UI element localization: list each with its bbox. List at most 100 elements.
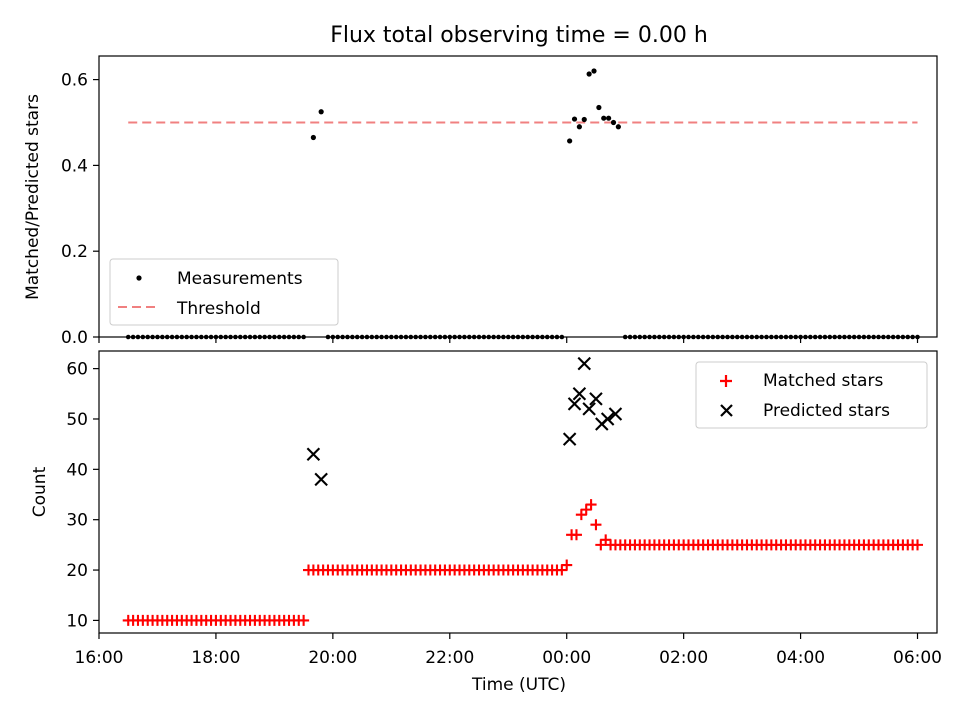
measurement-point bbox=[900, 334, 906, 340]
measurement-point bbox=[596, 104, 602, 111]
top-legend: Measurements Threshold bbox=[109, 258, 339, 326]
measurement-point bbox=[354, 334, 360, 340]
measurement-point bbox=[615, 124, 621, 130]
measurement-point bbox=[837, 334, 842, 340]
matched-point bbox=[912, 539, 924, 551]
measurement-point bbox=[803, 334, 808, 340]
bottom-y-tick-label: 60 bbox=[66, 360, 88, 380]
measurement-point bbox=[885, 334, 891, 340]
matched-point bbox=[575, 509, 587, 521]
measurement-point bbox=[822, 334, 828, 340]
measurement-point bbox=[666, 334, 672, 340]
measurement-point bbox=[418, 334, 423, 340]
measurement-point bbox=[876, 334, 881, 340]
measurement-point bbox=[218, 334, 224, 340]
measurement-point bbox=[622, 334, 628, 340]
measurement-point bbox=[788, 334, 794, 340]
bottom-legend-box bbox=[695, 361, 928, 429]
measurement-point bbox=[847, 334, 852, 340]
measurement-point bbox=[228, 334, 233, 340]
measurement-point bbox=[832, 334, 837, 340]
measurement-point bbox=[586, 71, 592, 77]
bottom-y-tick-label: 40 bbox=[66, 460, 88, 480]
top-y-tick-label: 0.6 bbox=[61, 71, 88, 91]
measurement-point bbox=[179, 334, 185, 340]
measurement-point bbox=[452, 334, 457, 340]
top-legend-box bbox=[109, 258, 339, 326]
measurement-point bbox=[160, 334, 165, 340]
measurement-point bbox=[301, 334, 306, 340]
measurement-point bbox=[812, 334, 818, 340]
legend-measurements-marker bbox=[136, 275, 142, 281]
measurement-point bbox=[610, 119, 617, 126]
measurement-point bbox=[720, 334, 725, 340]
measurement-point bbox=[310, 134, 316, 141]
bottom-x-tick-label: 04:00 bbox=[776, 648, 825, 668]
measurement-point bbox=[125, 334, 131, 340]
measurement-point bbox=[286, 334, 292, 340]
measurement-point bbox=[842, 334, 847, 340]
measurement-point bbox=[827, 334, 833, 340]
matched-point bbox=[590, 519, 602, 531]
measurement-point bbox=[861, 334, 867, 340]
measurement-point bbox=[881, 334, 886, 340]
measurement-point bbox=[184, 334, 189, 340]
measurement-point bbox=[233, 334, 238, 340]
measurement-point bbox=[905, 334, 911, 340]
measurement-point bbox=[895, 334, 901, 340]
legend-measurements-label: Measurements bbox=[177, 269, 303, 289]
measurement-point bbox=[237, 334, 243, 340]
matched-point bbox=[570, 529, 582, 541]
predicted-point bbox=[582, 402, 596, 416]
measurement-point bbox=[471, 334, 477, 340]
measurement-point bbox=[169, 334, 175, 340]
legend-matched-marker bbox=[720, 375, 732, 387]
measurement-point bbox=[505, 334, 511, 340]
predicted-point bbox=[572, 387, 587, 401]
predicted-point bbox=[600, 412, 615, 426]
measurement-point bbox=[691, 334, 696, 340]
measurement-point bbox=[369, 334, 375, 340]
measurement-point bbox=[793, 334, 799, 340]
measurement-point bbox=[437, 334, 443, 340]
measurement-point bbox=[554, 334, 560, 340]
measurement-point bbox=[501, 334, 506, 340]
measurement-point bbox=[601, 115, 607, 121]
measurement-point bbox=[606, 115, 612, 121]
measurement-point bbox=[730, 334, 735, 340]
measurement-point bbox=[247, 334, 253, 340]
measurement-point bbox=[530, 334, 535, 340]
measurement-point bbox=[559, 334, 565, 340]
measurement-point bbox=[155, 334, 160, 340]
matched-point bbox=[298, 614, 310, 626]
measurement-point bbox=[491, 334, 496, 340]
measurement-point bbox=[540, 334, 545, 340]
measurement-point bbox=[783, 334, 789, 340]
bottom-x-tick-label: 00:00 bbox=[542, 648, 591, 668]
measurement-point bbox=[652, 334, 657, 340]
measurement-point bbox=[379, 334, 384, 340]
measurement-point bbox=[866, 334, 872, 340]
bottom-y-tick-label: 10 bbox=[66, 611, 88, 631]
predicted-point bbox=[314, 472, 328, 487]
measurement-point bbox=[739, 334, 745, 340]
measurement-point bbox=[510, 334, 516, 340]
measurement-point bbox=[544, 334, 550, 340]
measurement-point bbox=[769, 334, 774, 340]
legend-matched-label: Matched stars bbox=[763, 371, 883, 391]
measurement-point bbox=[345, 334, 350, 340]
top-y-tick-label: 0.4 bbox=[61, 156, 88, 176]
measurement-point bbox=[408, 334, 414, 340]
measurement-point bbox=[637, 334, 643, 340]
measurement-point bbox=[627, 334, 633, 340]
top-y-axis-label: Matched/Predicted stars bbox=[23, 94, 43, 300]
measurement-point bbox=[773, 334, 779, 340]
predicted-point bbox=[608, 407, 623, 421]
measurement-point bbox=[296, 334, 302, 340]
measurement-point bbox=[549, 334, 555, 340]
measurement-point bbox=[571, 116, 578, 122]
predicted-point bbox=[567, 397, 582, 411]
measurement-point bbox=[145, 334, 151, 340]
measurement-point bbox=[150, 334, 155, 340]
measurement-point bbox=[581, 116, 587, 123]
